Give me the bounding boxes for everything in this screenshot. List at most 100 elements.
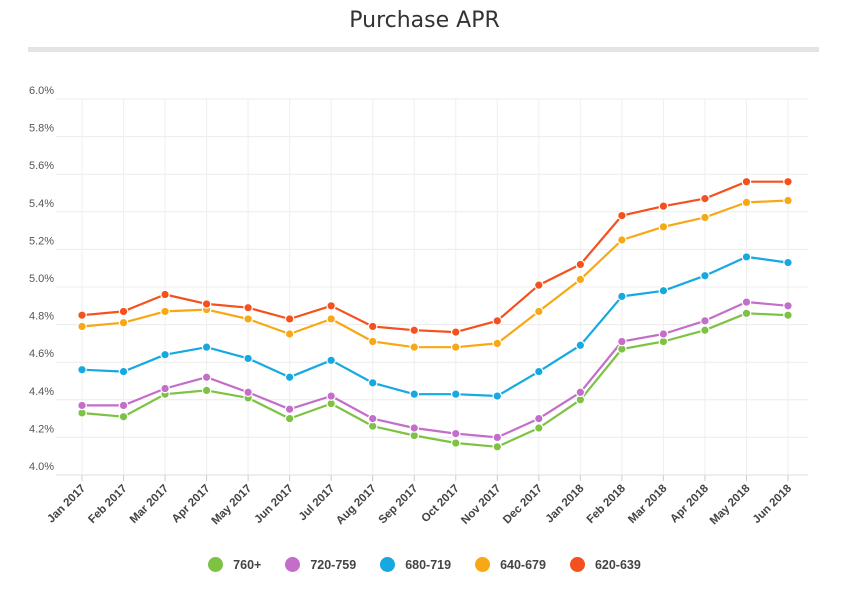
data-point <box>284 314 295 324</box>
series-line-680-719 <box>81 255 789 398</box>
data-point <box>367 378 378 388</box>
data-point <box>492 441 503 452</box>
x-tick-label: Oct 2017 <box>419 483 461 525</box>
legend-item[interactable]: 720-759 <box>285 557 356 572</box>
data-point <box>741 197 752 208</box>
chart-title: Purchase APR <box>349 8 500 33</box>
data-point <box>450 389 461 399</box>
data-point <box>783 300 793 311</box>
data-point <box>617 336 627 347</box>
data-point <box>243 314 253 324</box>
data-point <box>617 210 627 221</box>
y-tick-label: 4.2% <box>29 423 54 435</box>
data-point <box>492 338 503 349</box>
legend-item[interactable]: 620-639 <box>569 557 641 572</box>
data-point <box>575 259 586 270</box>
data-point <box>284 404 295 414</box>
data-point <box>450 438 461 448</box>
data-point <box>201 342 212 352</box>
data-point <box>658 222 669 232</box>
y-axis: 4.0% 4.2% 4.4% 4.6% 4.8% 5.0% 5.2% 5.4% 5.6% 5.8%… <box>29 85 54 473</box>
data-point <box>575 387 586 398</box>
data-point <box>118 366 129 377</box>
data-point <box>77 364 87 375</box>
data-point <box>409 342 420 352</box>
x-tick-label: May 2017 <box>210 483 255 528</box>
data-point <box>409 389 420 399</box>
x-tick-label: Jan 2018 <box>544 482 587 525</box>
data-point <box>118 306 129 317</box>
legend-label: 680-719 <box>405 557 452 572</box>
x-tick-label: Jun 2018 <box>751 482 795 526</box>
series-line-720-759 <box>82 300 789 439</box>
data-point <box>284 372 295 383</box>
y-tick-label: 6.0% <box>29 85 54 97</box>
data-point <box>201 385 212 396</box>
data-point <box>160 289 170 300</box>
data-point <box>534 306 544 317</box>
series-line-640-679 <box>81 199 789 349</box>
legend-swatch <box>208 557 224 572</box>
data-point <box>492 391 503 401</box>
data-point <box>700 270 710 281</box>
grid-lines <box>56 98 808 476</box>
data-point <box>658 329 669 339</box>
data-point <box>326 314 336 324</box>
data-point <box>783 310 793 320</box>
data-point <box>450 342 461 352</box>
data-point <box>284 413 295 424</box>
data-point <box>367 336 378 347</box>
data-point <box>534 413 544 424</box>
x-tick-label: Jun 2017 <box>252 483 295 526</box>
data-point <box>243 302 253 313</box>
data-point <box>201 372 212 383</box>
data-point <box>700 212 710 223</box>
data-point <box>77 321 87 332</box>
data-point <box>700 193 710 204</box>
data-point <box>741 308 752 319</box>
data-point <box>741 297 752 307</box>
data-point <box>160 306 170 317</box>
x-tick-label: Apr 2018 <box>668 482 711 525</box>
title-underline <box>28 47 819 52</box>
data-point <box>409 325 420 336</box>
legend: 760+ 720-759 680-719 640-679 620-639 <box>0 557 849 572</box>
data-point <box>201 299 212 309</box>
data-point <box>284 329 295 339</box>
legend-item[interactable]: 640-679 <box>475 557 546 572</box>
series-line-620-639 <box>81 180 788 334</box>
data-point <box>534 280 544 290</box>
y-tick-label: 5.6% <box>29 160 54 172</box>
data-point <box>118 411 129 422</box>
y-tick-label: 5.8% <box>29 123 54 135</box>
x-tick-label: Aug 2017 <box>334 483 379 528</box>
legend-item[interactable]: 760+ <box>208 557 261 572</box>
legend-swatch <box>475 557 491 572</box>
legend-swatch <box>285 557 301 572</box>
legend-swatch <box>569 557 585 572</box>
x-tick-label: Apr 2017 <box>170 483 213 526</box>
y-tick-label: 5.0% <box>29 273 54 285</box>
data-point <box>243 387 253 398</box>
data-point <box>783 257 793 268</box>
y-tick-label: 4.6% <box>29 348 54 360</box>
data-point <box>450 327 461 337</box>
legend-item[interactable]: 680-719 <box>380 557 451 572</box>
x-tick-label: Feb 2017 <box>86 483 129 526</box>
data-point <box>118 400 129 411</box>
x-tick-label: Jan 2017 <box>45 483 88 526</box>
x-tick-label: Jul 2017 <box>297 483 338 524</box>
data-point <box>700 325 710 336</box>
legend-label: 760+ <box>233 557 262 572</box>
data-point <box>160 349 170 360</box>
data-point <box>450 428 461 439</box>
series-line-760+ <box>81 312 789 448</box>
data-point <box>243 353 253 364</box>
data-point <box>409 423 420 433</box>
data-point <box>326 391 336 401</box>
data-point <box>783 176 793 187</box>
data-point <box>77 310 87 320</box>
data-point <box>783 195 793 206</box>
